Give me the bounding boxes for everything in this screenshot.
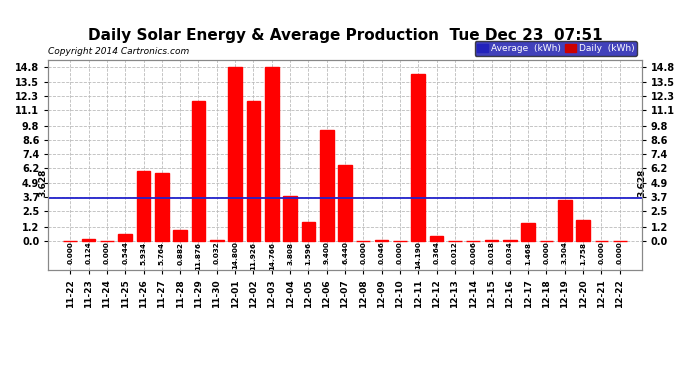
Bar: [137, 171, 150, 241]
Bar: [521, 224, 535, 241]
Text: 3.504: 3.504: [562, 242, 568, 264]
Text: 0.000: 0.000: [360, 242, 366, 264]
Bar: [228, 67, 242, 241]
Text: 0.000: 0.000: [397, 242, 403, 264]
Bar: [283, 196, 297, 241]
Text: 3.808: 3.808: [287, 242, 293, 265]
Text: 0.000: 0.000: [617, 242, 622, 264]
Text: 0.012: 0.012: [452, 242, 458, 264]
Text: 0.006: 0.006: [470, 242, 476, 264]
Bar: [576, 220, 590, 241]
Bar: [503, 240, 517, 241]
Text: 0.544: 0.544: [122, 242, 128, 264]
Text: 0.882: 0.882: [177, 242, 183, 265]
Text: 14.766: 14.766: [268, 242, 275, 270]
Text: 0.124: 0.124: [86, 242, 92, 264]
Text: 11.876: 11.876: [195, 242, 201, 270]
Text: 1.758: 1.758: [580, 242, 586, 265]
Text: 0.000: 0.000: [68, 242, 73, 264]
Bar: [265, 68, 279, 241]
Text: 0.000: 0.000: [104, 242, 110, 264]
Bar: [411, 74, 425, 241]
Text: Copyright 2014 Cartronics.com: Copyright 2014 Cartronics.com: [48, 47, 190, 56]
Bar: [119, 234, 132, 241]
Bar: [173, 230, 187, 241]
Bar: [302, 222, 315, 241]
Text: 9.400: 9.400: [324, 242, 330, 264]
Bar: [320, 130, 333, 241]
Text: 0.364: 0.364: [433, 242, 440, 264]
Bar: [192, 101, 206, 241]
Text: 0.032: 0.032: [214, 242, 220, 264]
Bar: [81, 239, 95, 241]
Bar: [558, 200, 571, 241]
Text: 14.190: 14.190: [415, 242, 422, 270]
Text: 11.926: 11.926: [250, 242, 257, 270]
Bar: [430, 236, 444, 241]
Text: 0.046: 0.046: [379, 242, 384, 264]
Bar: [375, 240, 388, 241]
Text: 6.440: 6.440: [342, 242, 348, 264]
Text: 0.018: 0.018: [489, 242, 495, 264]
Text: 5.934: 5.934: [141, 242, 146, 265]
Text: 1.596: 1.596: [306, 242, 311, 265]
Text: 5.764: 5.764: [159, 242, 165, 265]
Legend: Average  (kWh), Daily  (kWh): Average (kWh), Daily (kWh): [475, 41, 637, 56]
Bar: [246, 101, 260, 241]
Text: 0.000: 0.000: [598, 242, 604, 264]
Text: Daily Solar Energy & Average Production  Tue Dec 23  07:51: Daily Solar Energy & Average Production …: [88, 28, 602, 43]
Text: 3.628: 3.628: [39, 169, 48, 197]
Text: 0.000: 0.000: [544, 242, 549, 264]
Bar: [210, 240, 224, 241]
Text: 0.034: 0.034: [507, 242, 513, 264]
Text: 1.468: 1.468: [525, 242, 531, 265]
Bar: [155, 173, 169, 241]
Bar: [338, 165, 352, 241]
Text: 14.800: 14.800: [232, 242, 238, 270]
Text: 3.628: 3.628: [637, 169, 647, 197]
